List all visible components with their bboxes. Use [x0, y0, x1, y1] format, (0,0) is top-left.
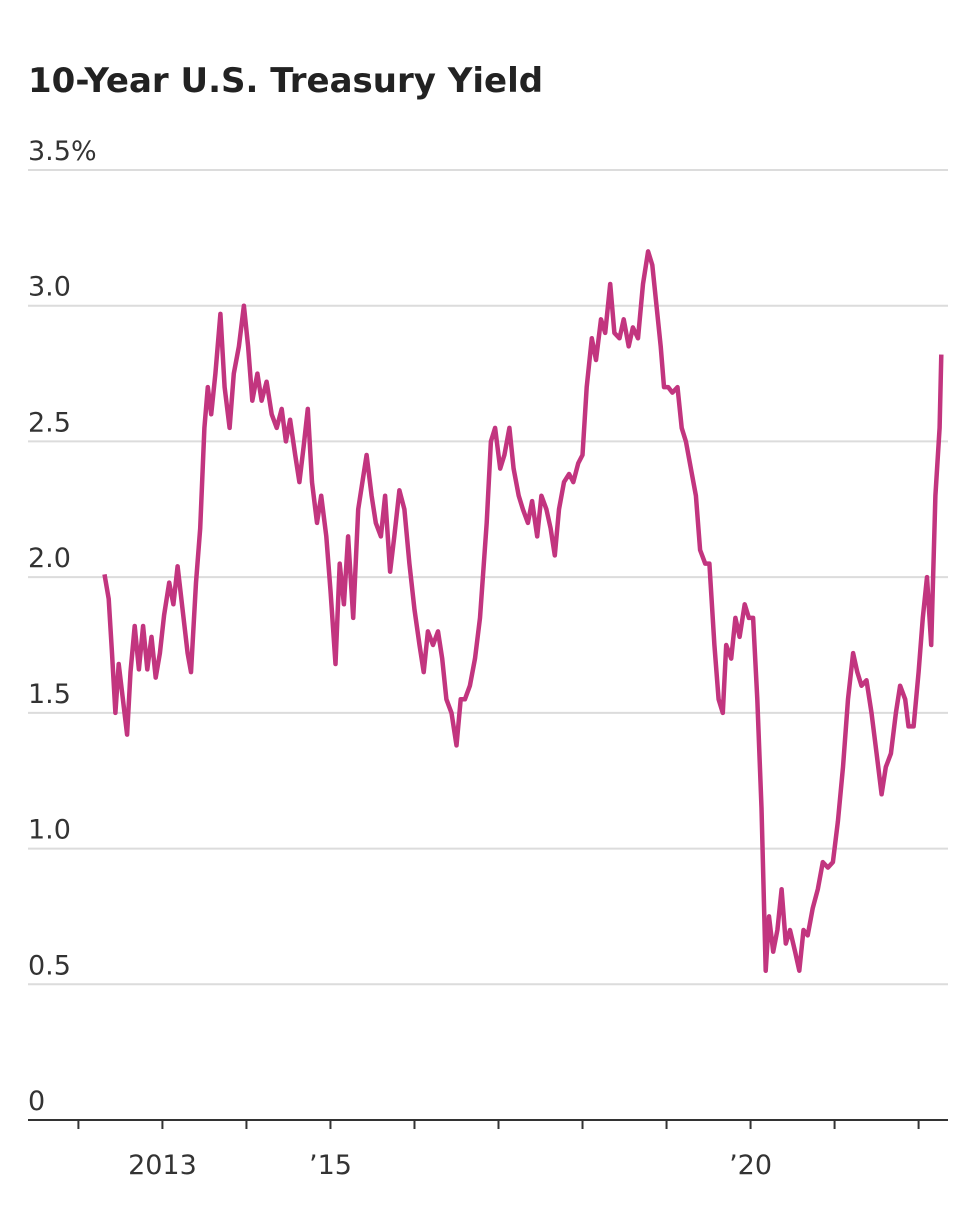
- y-tick-label: 2.5: [28, 407, 71, 438]
- chart-title: 10-Year U.S. Treasury Yield: [28, 61, 543, 101]
- y-tick-label: 2.0: [28, 543, 71, 574]
- y-tick-label: 3.0: [28, 272, 71, 303]
- y-tick-label: 3.5%: [28, 136, 97, 167]
- x-tick-label: 2013: [128, 1150, 197, 1181]
- y-tick-label: 0: [28, 1086, 45, 1117]
- line-series: [102, 249, 944, 973]
- y-tick-label: 1.5: [28, 679, 71, 710]
- x-tick-label: ’15: [309, 1150, 352, 1181]
- y-tick-label: 1.0: [28, 815, 71, 846]
- x-tick-label: ’20: [729, 1150, 772, 1181]
- y-tick-label: 0.5: [28, 950, 71, 981]
